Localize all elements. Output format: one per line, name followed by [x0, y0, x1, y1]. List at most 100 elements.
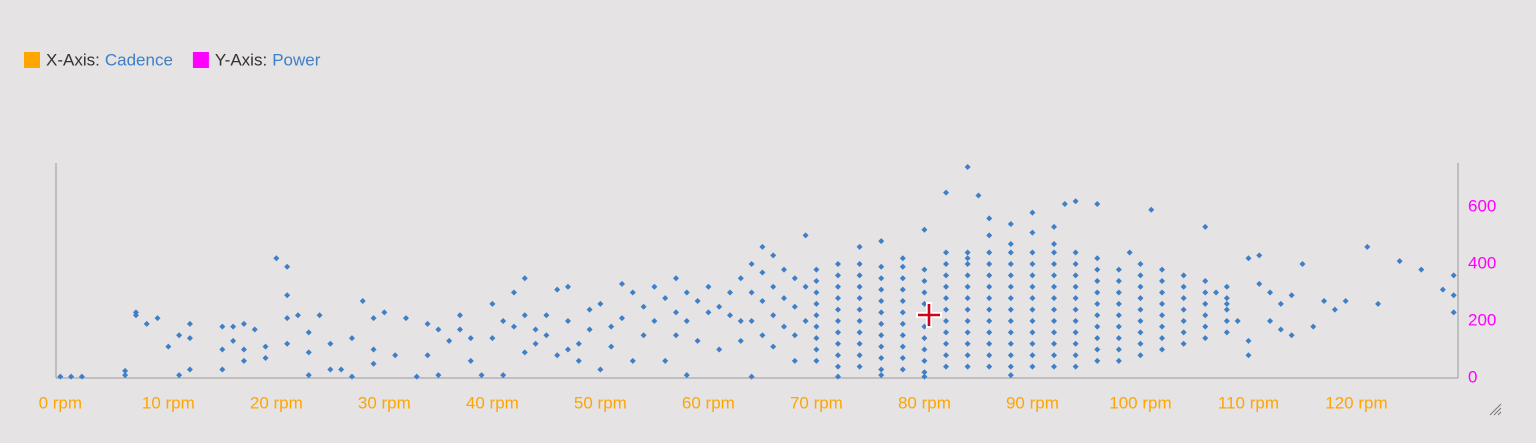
point	[835, 260, 842, 267]
point	[856, 329, 863, 336]
point	[240, 346, 247, 353]
point	[1051, 363, 1058, 370]
point	[802, 317, 809, 324]
x-tick-label: 80 rpm	[898, 393, 951, 412]
point	[1159, 312, 1166, 319]
point	[964, 272, 971, 279]
point	[964, 283, 971, 290]
point	[1094, 312, 1101, 319]
point	[316, 312, 323, 319]
point	[1029, 306, 1036, 313]
point	[370, 315, 377, 322]
point	[1439, 286, 1446, 293]
point	[532, 340, 539, 347]
point	[748, 289, 755, 296]
point	[835, 373, 842, 380]
point	[413, 373, 420, 380]
legend-name[interactable]: Power	[272, 50, 321, 69]
point	[878, 286, 885, 293]
point	[1137, 329, 1144, 336]
point	[424, 320, 431, 327]
point	[122, 372, 129, 379]
point	[1223, 283, 1230, 290]
point	[219, 323, 226, 330]
point	[1159, 266, 1166, 273]
point	[813, 335, 820, 342]
point	[1072, 363, 1079, 370]
resize-handle[interactable]	[1489, 403, 1502, 416]
point	[435, 326, 442, 333]
point	[230, 337, 237, 344]
point	[327, 366, 334, 373]
point	[1094, 323, 1101, 330]
point	[943, 317, 950, 324]
point	[986, 215, 993, 222]
point	[392, 352, 399, 359]
point	[1072, 295, 1079, 302]
point	[1029, 329, 1036, 336]
point	[1115, 278, 1122, 285]
y-tick-label: 400	[1468, 253, 1496, 272]
point	[1137, 260, 1144, 267]
point	[964, 255, 971, 262]
point	[1029, 363, 1036, 370]
legend-name[interactable]: Cadence	[105, 50, 173, 69]
point	[608, 343, 615, 350]
point	[899, 309, 906, 316]
point	[1137, 272, 1144, 279]
point	[629, 357, 636, 364]
point	[943, 352, 950, 359]
point	[1180, 317, 1187, 324]
point	[176, 332, 183, 339]
legend: X-Axis: Cadence Y-Axis: Power	[24, 50, 321, 69]
point	[1202, 300, 1209, 307]
point	[251, 326, 258, 333]
x-tick-label: 70 rpm	[790, 393, 843, 412]
resize-line	[1497, 411, 1502, 416]
point	[683, 289, 690, 296]
point	[294, 312, 301, 319]
point	[1029, 249, 1036, 256]
point	[964, 363, 971, 370]
point	[1396, 258, 1403, 265]
point	[1256, 252, 1263, 259]
point	[791, 357, 798, 364]
point	[1223, 306, 1230, 313]
point	[1159, 278, 1166, 285]
point	[1202, 323, 1209, 330]
point	[813, 357, 820, 364]
x-tick-label: 0 rpm	[39, 393, 82, 412]
point	[1051, 340, 1058, 347]
point	[856, 243, 863, 250]
point	[1137, 352, 1144, 359]
point	[284, 340, 291, 347]
point	[1159, 289, 1166, 296]
point	[770, 312, 777, 319]
legend-swatch	[24, 52, 40, 68]
point	[921, 323, 928, 330]
point	[1202, 335, 1209, 342]
point	[586, 326, 593, 333]
point	[759, 298, 766, 305]
point	[1051, 223, 1058, 230]
point	[1223, 300, 1230, 307]
point	[532, 326, 539, 333]
point	[456, 326, 463, 333]
point	[1277, 326, 1284, 333]
point	[1234, 317, 1241, 324]
point	[964, 306, 971, 313]
point	[68, 373, 75, 380]
point	[802, 232, 809, 239]
point	[899, 263, 906, 270]
point	[640, 332, 647, 339]
point	[1051, 317, 1058, 324]
point	[813, 266, 820, 273]
resize-line	[1493, 407, 1502, 416]
point	[716, 346, 723, 353]
point	[284, 315, 291, 322]
point	[1007, 221, 1014, 228]
point	[943, 189, 950, 196]
point	[813, 289, 820, 296]
x-tick-label: 10 rpm	[142, 393, 195, 412]
